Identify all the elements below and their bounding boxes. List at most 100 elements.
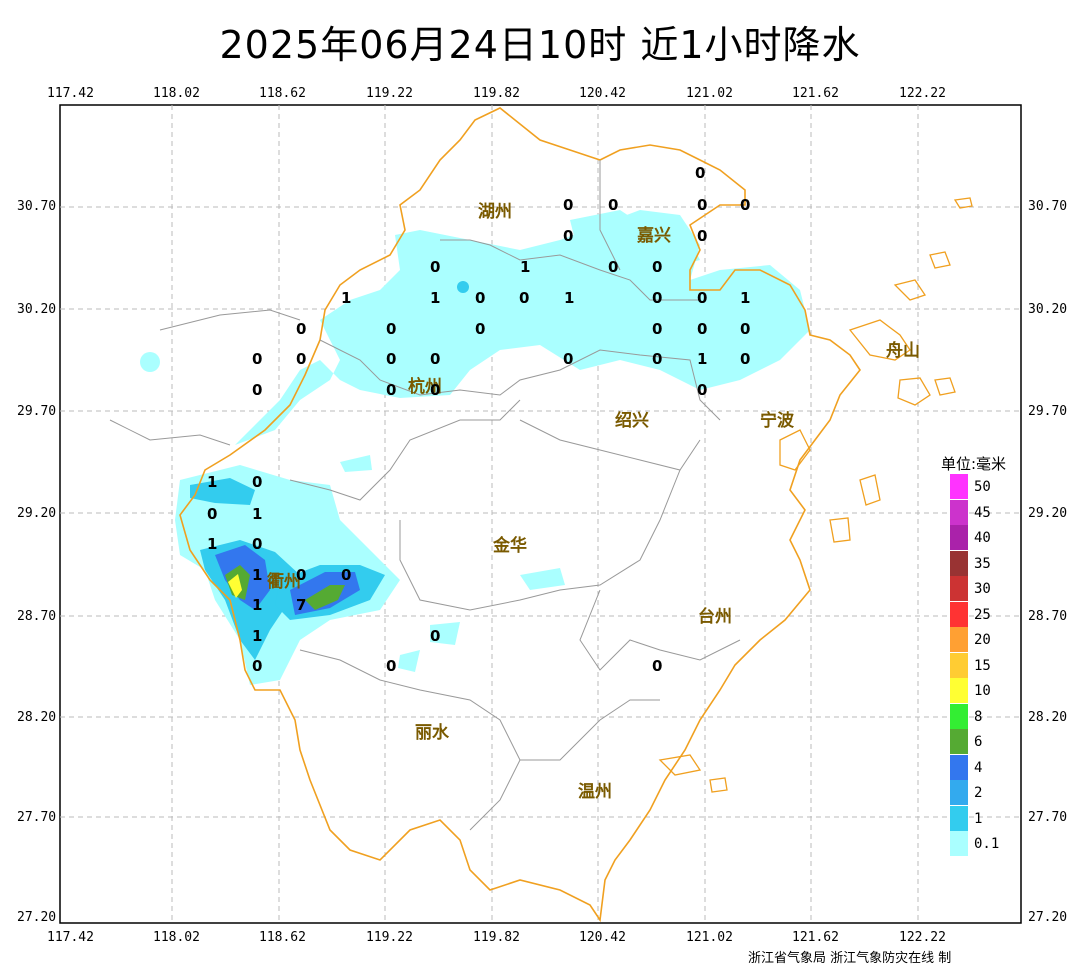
station-value: 0 [386, 381, 397, 399]
legend-swatch [950, 805, 968, 831]
station-value: 0 [697, 289, 708, 307]
station-value: 0 [652, 320, 663, 338]
lat-label-left: 29.70 [17, 404, 57, 419]
map-frame [59, 104, 1022, 924]
station-value: 1 [697, 350, 708, 368]
city-label-taizhou: 台州 [698, 607, 732, 627]
legend-label: 35 [974, 555, 991, 572]
legend-label: 25 [974, 606, 991, 623]
station-value: 0 [695, 164, 706, 182]
city-label-quzhou: 衢州 [267, 572, 301, 592]
legend-swatch [950, 780, 968, 805]
station-value: 0 [697, 381, 708, 399]
station-value: 0 [697, 196, 708, 214]
lon-label-top: 122.22 [899, 86, 946, 101]
lat-label-left: 27.20 [17, 910, 57, 925]
station-value: 0 [652, 350, 663, 368]
station-value: 0 [519, 289, 530, 307]
station-value: 0 [652, 258, 663, 276]
station-value: 0 [475, 289, 486, 307]
lon-label-top: 117.42 [47, 86, 94, 101]
legend-label: 20 [974, 632, 991, 648]
lat-label-right: 28.70 [1028, 609, 1068, 624]
station-value: 0 [252, 350, 263, 368]
legend-label: 8 [974, 708, 983, 725]
station-value: 0 [341, 566, 352, 584]
legend-label: 15 [974, 657, 991, 674]
lat-label-right: 30.20 [1028, 302, 1068, 317]
station-value: 1 [520, 258, 531, 276]
station-value: 0 [386, 320, 397, 338]
station-value: 1 [252, 627, 263, 645]
station-value: 1 [252, 596, 263, 614]
city-label-zhoushan: 舟山 [886, 341, 920, 361]
lat-label-right: 29.20 [1028, 506, 1068, 521]
province-boundary [179, 107, 861, 923]
station-value: 0 [697, 320, 708, 338]
lon-label-top: 121.62 [792, 86, 839, 101]
lat-label-right: 27.70 [1028, 810, 1068, 825]
legend-label: 50 [974, 479, 991, 495]
lon-label-top: 119.22 [366, 86, 413, 101]
lon-label-top: 119.82 [473, 86, 520, 101]
station-value: 0 [740, 320, 751, 338]
lon-label-bottom: 121.02 [686, 930, 733, 945]
station-value: 0 [740, 196, 751, 214]
station-value: 0 [252, 381, 263, 399]
legend-label: 40 [974, 530, 991, 546]
lon-label-top: 118.62 [259, 86, 306, 101]
station-value: 0 [296, 320, 307, 338]
credit-footer: 浙江省气象局 浙江气象防灾在线 制 [748, 951, 952, 966]
station-value: 0 [475, 320, 486, 338]
lon-label-bottom: 117.42 [47, 930, 94, 945]
lon-label-top: 121.02 [686, 86, 733, 101]
city-boundaries [109, 160, 741, 831]
lat-label-right: 29.70 [1028, 404, 1068, 419]
legend-swatch [950, 550, 968, 576]
station-value: 1 [252, 505, 263, 523]
station-value: 0 [563, 227, 574, 245]
legend-swatch [950, 652, 968, 678]
station-value: 0 [386, 657, 397, 675]
coastal-islands [658, 197, 973, 793]
station-value: 0 [652, 657, 663, 675]
legend-swatch [950, 601, 968, 627]
lon-label-bottom: 119.82 [473, 930, 520, 945]
station-value: 7 [296, 596, 307, 614]
legend-swatch [950, 499, 968, 525]
city-label-shaoxing: 绍兴 [615, 411, 649, 431]
city-label-wenzhou: 温州 [578, 782, 612, 802]
legend-swatch [950, 703, 968, 729]
legend-label: 4 [974, 759, 983, 776]
station-value: 0 [563, 350, 574, 368]
lat-label-left: 30.70 [17, 199, 57, 214]
station-value: 0 [430, 627, 441, 645]
station-value: 0 [386, 350, 397, 368]
city-label-hangzhou: 杭州 [408, 377, 442, 397]
legend-label: 2 [974, 785, 983, 801]
station-value: 1 [207, 535, 218, 553]
lon-label-bottom: 120.42 [579, 930, 626, 945]
station-value: 0 [608, 196, 619, 214]
lon-label-top: 120.42 [579, 86, 626, 101]
legend-swatch [950, 754, 968, 780]
legend-label: 1 [974, 810, 983, 827]
lat-label-right: 30.70 [1028, 199, 1068, 214]
station-value: 0 [563, 196, 574, 214]
city-label-jinhua: 金华 [493, 536, 527, 556]
city-label-huzhou: 湖州 [478, 202, 512, 222]
lat-label-left: 28.70 [17, 609, 57, 624]
station-value: 1 [252, 566, 263, 584]
rain-area-10mm [228, 574, 242, 598]
station-value: 0 [207, 505, 218, 523]
legend-title: 单位:毫米 [941, 455, 1007, 473]
lon-label-bottom: 119.22 [366, 930, 413, 945]
legend-swatch [950, 831, 968, 856]
lon-label-bottom: 118.62 [259, 930, 306, 945]
legend-label: 10 [974, 683, 991, 699]
city-label-lishui: 丽水 [415, 723, 449, 743]
station-value: 1 [207, 473, 218, 491]
station-value: 0 [252, 473, 263, 491]
station-value: 1 [740, 289, 751, 307]
